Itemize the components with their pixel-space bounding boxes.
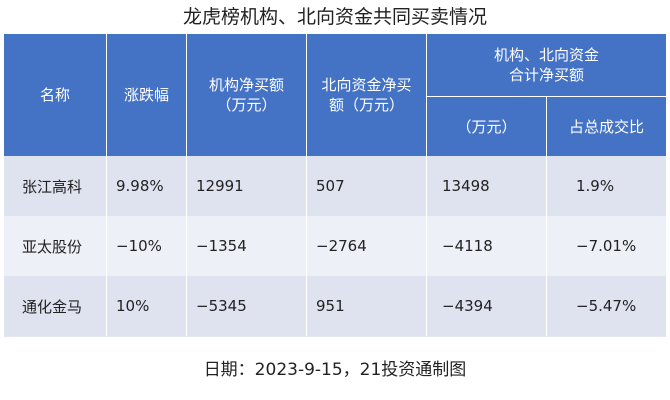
cell-name: 通化金马: [22, 297, 83, 316]
cell-name: 亚太股份: [22, 237, 83, 256]
header-combined-ratio-label: 占总成交比: [568, 117, 644, 136]
table-row: 通化金马 10% −5345 951 −4394 −5.47%: [4, 276, 666, 336]
column-divider: [426, 156, 427, 336]
header-combined: 机构、北向资金 合计净买额: [426, 34, 666, 96]
cell-inst: −1354: [196, 237, 247, 255]
cell-change: −10%: [116, 237, 162, 255]
header-combined-line1: 机构、北向资金: [493, 46, 599, 64]
cell-inst: 12991: [196, 177, 244, 195]
column-divider: [306, 156, 307, 336]
header-combined-ratio: 占总成交比: [546, 96, 666, 156]
header-combined-amount-label: （万元）: [456, 117, 517, 136]
header-change-label: 涨跌幅: [123, 86, 169, 104]
header-north-line2: 额（万元）: [328, 96, 404, 114]
cell-name: 张江高科: [22, 177, 83, 196]
table-title: 龙虎榜机构、北向资金共同买卖情况: [182, 6, 487, 28]
header-inst: 机构净买额 （万元）: [186, 34, 306, 156]
header-change: 涨跌幅: [106, 34, 186, 156]
header-inst-line2: （万元）: [216, 96, 277, 114]
footer-note: 日期：2023-9-15，21投资通制图: [4, 336, 666, 397]
cell-total: 13498: [442, 177, 490, 195]
table-row: 张江高科 9.98% 12991 507 13498 1.9%: [4, 156, 666, 216]
column-divider: [106, 156, 107, 336]
cell-ratio: −7.01%: [576, 237, 637, 255]
cell-north: 507: [316, 177, 345, 195]
column-divider: [186, 156, 187, 336]
table-row: 亚太股份 −10% −1354 −2764 −4118 −7.01%: [4, 216, 666, 276]
header-name-label: 名称: [39, 86, 70, 104]
cell-total: −4118: [442, 237, 493, 255]
cell-ratio: 1.9%: [576, 177, 615, 195]
data-table: 名称 涨跌幅 机构净买额 （万元） 北向资金净买 额（万元） 机构、北向资金 合…: [4, 34, 666, 397]
cell-total: −4394: [442, 297, 493, 315]
cell-ratio: −5.47%: [576, 297, 637, 315]
cell-change: 9.98%: [116, 177, 164, 195]
cell-north: 951: [316, 297, 345, 315]
header-north-line1: 北向资金净买: [321, 76, 412, 94]
cell-north: −2764: [316, 237, 367, 255]
header-inst-line1: 机构净买额: [208, 76, 284, 94]
header-north: 北向资金净买 额（万元）: [306, 34, 426, 156]
header-name: 名称: [4, 34, 106, 156]
header-combined-amount: （万元）: [426, 96, 546, 156]
header-combined-line2: 合计净买额: [508, 66, 584, 84]
column-divider: [546, 156, 547, 336]
cell-inst: −5345: [196, 297, 247, 315]
cell-change: 10%: [116, 297, 150, 315]
